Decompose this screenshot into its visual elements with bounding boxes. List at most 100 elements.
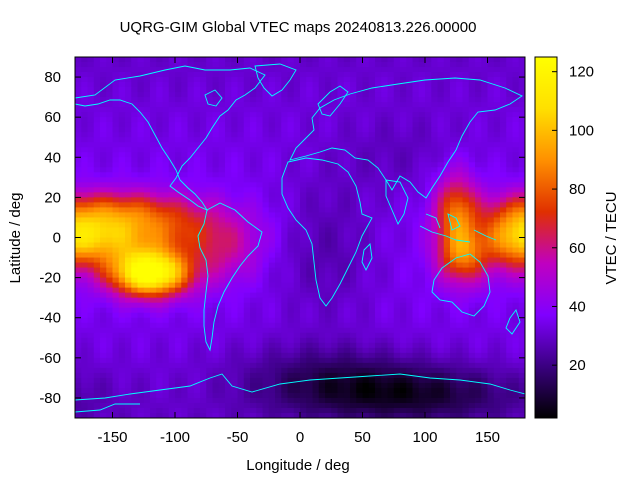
heatmap-cell bbox=[218, 302, 226, 309]
heatmap-cell bbox=[150, 112, 157, 118]
heatmap-cell bbox=[237, 332, 245, 339]
heatmap-cell bbox=[343, 222, 351, 229]
heatmap-cell bbox=[475, 277, 482, 284]
heatmap-cell bbox=[150, 392, 157, 399]
heatmap-cell bbox=[331, 387, 339, 394]
heatmap-cell bbox=[306, 382, 314, 389]
heatmap-cell bbox=[256, 277, 264, 284]
heatmap-cell bbox=[481, 197, 489, 203]
heatmap-cell bbox=[450, 67, 457, 73]
heatmap-cell bbox=[412, 107, 420, 113]
heatmap-cell bbox=[81, 92, 89, 98]
heatmap-cell bbox=[500, 282, 507, 289]
heatmap-cell bbox=[237, 312, 245, 319]
heatmap-cell bbox=[118, 307, 126, 314]
heatmap-cell bbox=[225, 212, 232, 219]
heatmap-cell bbox=[462, 152, 470, 158]
heatmap-cell bbox=[418, 282, 426, 289]
heatmap-cell bbox=[425, 302, 432, 309]
heatmap-cell bbox=[331, 117, 339, 123]
heatmap-cell bbox=[312, 162, 320, 168]
heatmap-cell bbox=[287, 242, 295, 249]
heatmap-cell bbox=[493, 327, 501, 334]
heatmap-cell bbox=[93, 57, 101, 63]
heatmap-cell bbox=[168, 67, 176, 73]
heatmap-cell bbox=[343, 262, 351, 269]
heatmap-cell bbox=[300, 312, 307, 319]
heatmap-cell bbox=[375, 172, 382, 178]
heatmap-cell bbox=[300, 327, 307, 334]
heatmap-cell bbox=[468, 342, 476, 349]
heatmap-cell bbox=[306, 217, 314, 224]
heatmap-cell bbox=[275, 267, 282, 274]
heatmap-cell bbox=[518, 142, 525, 148]
heatmap-cell bbox=[487, 72, 495, 78]
heatmap-cell bbox=[200, 372, 207, 379]
heatmap-cell bbox=[425, 372, 432, 379]
heatmap-cell bbox=[443, 287, 451, 294]
heatmap-cell bbox=[293, 167, 301, 173]
heatmap-cell bbox=[118, 72, 126, 78]
heatmap-cell bbox=[125, 367, 132, 374]
heatmap-cell bbox=[343, 142, 351, 148]
heatmap-cell bbox=[231, 227, 239, 234]
heatmap-cell bbox=[112, 397, 120, 404]
heatmap-cell bbox=[393, 277, 401, 284]
heatmap-cell bbox=[193, 232, 201, 239]
heatmap-cell bbox=[218, 217, 226, 224]
heatmap-cell bbox=[275, 57, 282, 63]
heatmap-cell bbox=[281, 252, 289, 259]
heatmap-cell bbox=[375, 87, 382, 93]
heatmap-cell bbox=[131, 392, 139, 399]
heatmap-cell bbox=[168, 112, 176, 118]
heatmap-cell bbox=[425, 382, 432, 389]
heatmap-cell bbox=[362, 162, 370, 168]
heatmap-cell bbox=[150, 237, 157, 244]
heatmap-cell bbox=[400, 297, 407, 304]
heatmap-cell bbox=[406, 87, 414, 93]
heatmap-cell bbox=[462, 202, 470, 209]
heatmap-cell bbox=[268, 192, 276, 198]
heatmap-cell bbox=[306, 172, 314, 178]
heatmap-cell bbox=[100, 307, 107, 314]
heatmap-cell bbox=[312, 327, 320, 334]
heatmap-cell bbox=[81, 302, 89, 309]
heatmap-cell bbox=[456, 132, 464, 138]
heatmap-cell bbox=[418, 312, 426, 319]
heatmap-cell bbox=[387, 172, 395, 178]
heatmap-cell bbox=[237, 157, 245, 163]
heatmap-cell bbox=[375, 207, 382, 214]
heatmap-cell bbox=[287, 77, 295, 83]
heatmap-cell bbox=[137, 332, 145, 339]
heatmap-cell bbox=[343, 237, 351, 244]
heatmap-cell bbox=[168, 202, 176, 209]
heatmap-cell bbox=[418, 232, 426, 239]
heatmap-cell bbox=[175, 162, 182, 168]
heatmap-cell bbox=[287, 307, 295, 314]
heatmap-cell bbox=[237, 327, 245, 334]
heatmap-cell bbox=[368, 397, 376, 404]
heatmap-cell bbox=[237, 372, 245, 379]
heatmap-cell bbox=[462, 182, 470, 188]
heatmap-cell bbox=[237, 362, 245, 369]
heatmap-cell bbox=[306, 337, 314, 344]
heatmap-cell bbox=[106, 62, 114, 68]
heatmap-cell bbox=[450, 397, 457, 404]
heatmap-cell bbox=[450, 392, 457, 399]
heatmap-cell bbox=[468, 92, 476, 98]
heatmap-cell bbox=[506, 177, 514, 183]
heatmap-cell bbox=[287, 252, 295, 259]
heatmap-cell bbox=[87, 287, 95, 294]
heatmap-cell bbox=[381, 332, 389, 339]
heatmap-cell bbox=[93, 277, 101, 284]
heatmap-cell bbox=[325, 332, 332, 339]
heatmap-cell bbox=[418, 217, 426, 224]
heatmap-cell bbox=[281, 332, 289, 339]
heatmap-cell bbox=[487, 382, 495, 389]
heatmap-cell bbox=[512, 337, 520, 344]
heatmap-cell bbox=[93, 122, 101, 128]
heatmap-cell bbox=[431, 212, 439, 219]
heatmap-cell bbox=[418, 152, 426, 158]
heatmap-cell bbox=[443, 367, 451, 374]
heatmap-cell bbox=[431, 187, 439, 193]
